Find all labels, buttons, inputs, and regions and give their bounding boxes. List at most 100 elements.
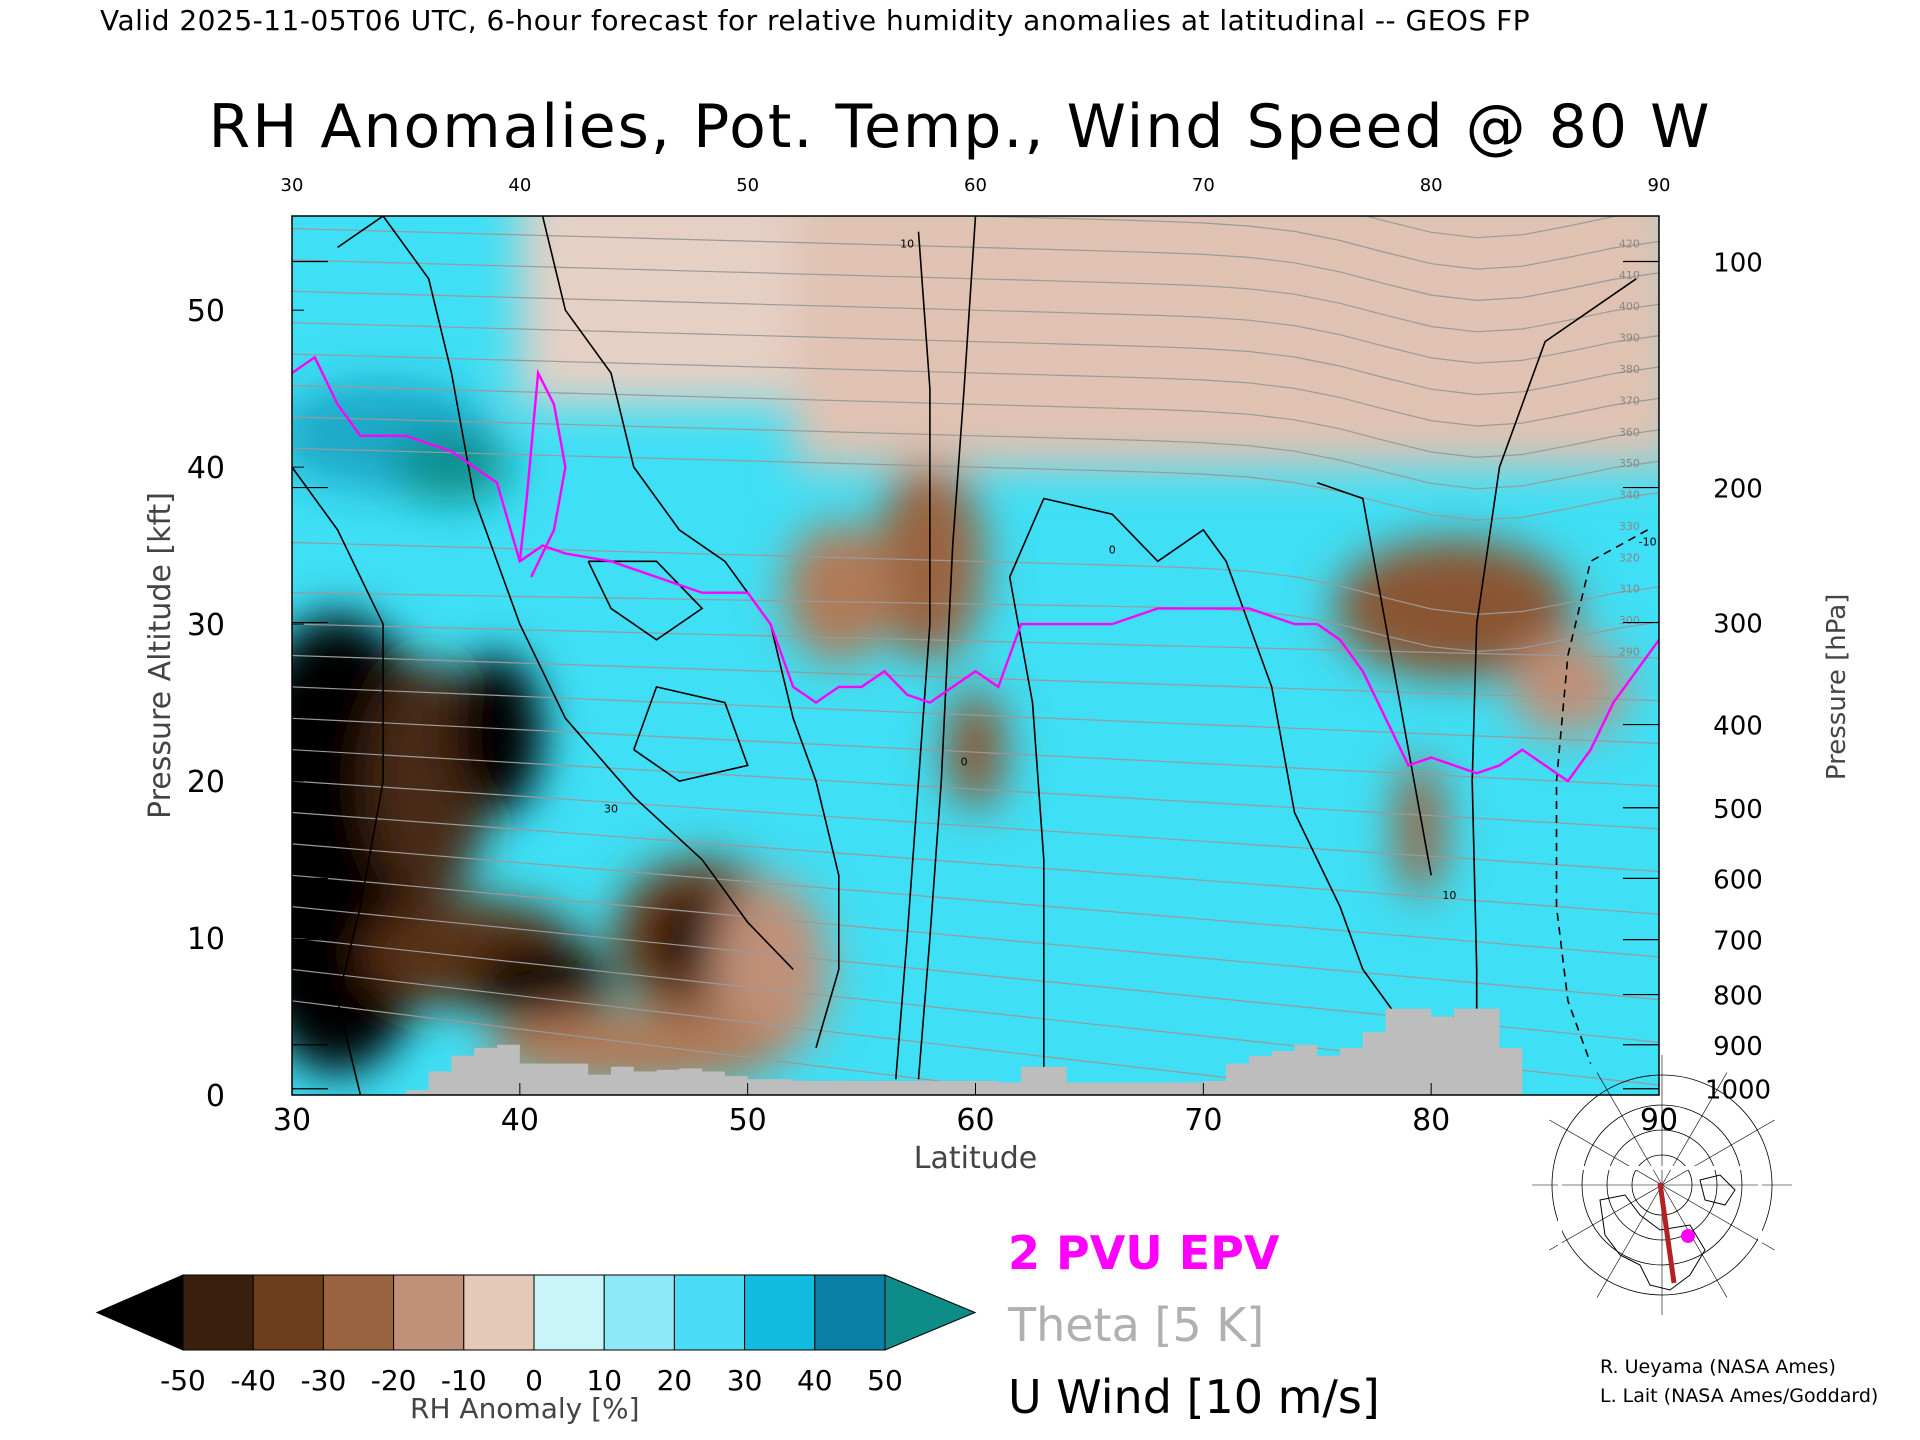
colorbar-tick-label: 30	[727, 1364, 763, 1397]
wind-label: 10	[900, 237, 914, 250]
wind-contour-negative	[1555, 529, 1648, 1064]
field-blob	[1333, 538, 1574, 679]
top-x-tick-label: 40	[508, 175, 531, 196]
credit-line-2: L. Lait (NASA Ames/Goddard)	[1600, 1385, 1879, 1407]
theta-label: 300	[1619, 614, 1640, 627]
epv-fold	[518, 368, 567, 578]
theta-contour	[292, 228, 1659, 302]
top-x-tick-label: 80	[1420, 175, 1443, 196]
x-tick-label: 60	[956, 1103, 994, 1138]
colorbar-segment	[744, 1274, 816, 1351]
colorbar-tick-label: -30	[301, 1364, 347, 1397]
field-blob	[1507, 636, 1628, 737]
map-meridian	[1661, 1119, 1775, 1186]
map-coastline	[1699, 1174, 1736, 1206]
theta-label: 370	[1619, 394, 1640, 407]
top-x-tick-label: 70	[1192, 175, 1215, 196]
colorbar-segment	[673, 1274, 746, 1351]
theta-label: 400	[1619, 300, 1640, 313]
theta-label: 330	[1619, 520, 1640, 533]
y-axis-title: Pressure Altitude [kft]	[143, 492, 178, 819]
field-blob	[1394, 758, 1445, 899]
field-blob	[452, 653, 543, 814]
map-location-marker	[1681, 1229, 1695, 1243]
top-x-tick-label: 60	[964, 175, 987, 196]
theta-contour	[292, 541, 1659, 616]
wind-contours: 0 10 30 -10 0 10	[292, 216, 1657, 1095]
x-tick-label: 40	[501, 1103, 539, 1138]
map-meridian	[1661, 1184, 1775, 1251]
theta-label: 420	[1619, 237, 1640, 250]
wind-label: 0	[961, 755, 968, 768]
theta-label: 290	[1619, 646, 1640, 659]
colorbar-tick-label: 50	[867, 1364, 903, 1397]
field-blob	[783, 522, 894, 663]
field-blob	[945, 689, 1006, 810]
wind-label: 10	[1442, 889, 1456, 902]
theta-contour	[292, 811, 1659, 915]
legend-theta: Theta [5 K]	[1008, 1298, 1265, 1352]
colorbar-segment	[814, 1274, 886, 1351]
theta-contour	[292, 717, 1659, 787]
theta-contour	[292, 384, 1659, 459]
pressure-tick-label: 1000	[1705, 1076, 1771, 1106]
y-tick-label: 30	[187, 608, 225, 643]
wind-contour	[1317, 482, 1432, 876]
colorbar-tick-label: 40	[797, 1364, 833, 1397]
theta-contour	[1363, 216, 1622, 239]
theta-contour	[292, 874, 1659, 1001]
theta-contour	[292, 843, 1659, 958]
wind-contour	[1008, 497, 1455, 1095]
colorbar-segment	[603, 1274, 675, 1351]
wind-contour	[1471, 278, 1637, 1064]
wind-label: 30	[604, 802, 618, 815]
pressure-tick-label: 500	[1713, 795, 1763, 825]
colorbar-segment	[533, 1274, 605, 1351]
theta-label: 380	[1619, 363, 1640, 376]
y-tick-label: 50	[187, 294, 225, 329]
colorbar-segment	[463, 1274, 535, 1351]
wind-contour	[292, 466, 384, 1095]
y2-axis-title: Pressure [hPa]	[1822, 594, 1852, 781]
theta-contour	[292, 749, 1659, 830]
theta-label: 390	[1619, 332, 1640, 345]
pressure-tick-label: 400	[1713, 712, 1763, 742]
pressure-tick-label: 700	[1713, 927, 1763, 957]
theta-contour	[292, 780, 1659, 873]
wind-label: 0	[1109, 543, 1116, 556]
field-blob	[391, 432, 512, 503]
colorbar-tick-label: -50	[160, 1364, 206, 1397]
map-meridian	[1596, 1184, 1663, 1298]
theta-label: 350	[1619, 457, 1640, 470]
theta-contour	[954, 216, 1659, 270]
epv-line	[292, 355, 1659, 783]
epv-2pvu-line	[292, 355, 1659, 783]
y-tick-label: 40	[187, 451, 225, 486]
map-border	[1558, 1166, 1762, 1320]
chart-title: RH Anomalies, Pot. Temp., Wind Speed @ 8…	[208, 92, 1712, 162]
wind-contour	[587, 560, 704, 641]
map-meridian	[1549, 1119, 1663, 1186]
theta-contours: 4204104003903803703603503403303203103002…	[292, 216, 1659, 1095]
legend-epv: 2 PVU EPV	[1008, 1226, 1280, 1280]
colorbar-tick-label: -40	[230, 1364, 276, 1397]
theta-contour	[292, 322, 1659, 396]
colorbar-min-arrow	[95, 1274, 184, 1351]
pressure-tick-label: 800	[1713, 982, 1763, 1012]
pressure-tick-label: 200	[1713, 475, 1763, 505]
rh-anomaly-field	[292, 216, 1659, 1095]
wind-contour	[633, 685, 749, 782]
credit-line-1: R. Ueyama (NASA Ames)	[1600, 1356, 1836, 1378]
theta-label: 310	[1619, 583, 1640, 596]
pressure-tick-label: 900	[1713, 1032, 1763, 1062]
theta-label: 320	[1619, 551, 1640, 564]
y-tick-label: 20	[187, 765, 225, 800]
colorbar-tick-label: 0	[525, 1364, 543, 1397]
map-meridian	[1549, 1184, 1663, 1251]
x-axis-title: Latitude	[914, 1141, 1037, 1176]
field-blob	[472, 945, 613, 1026]
theta-contour	[292, 259, 1659, 333]
theta-label: 410	[1619, 269, 1640, 282]
colorbar-title: RH Anomaly [%]	[410, 1392, 640, 1425]
pressure-tick-label: 300	[1713, 610, 1763, 640]
